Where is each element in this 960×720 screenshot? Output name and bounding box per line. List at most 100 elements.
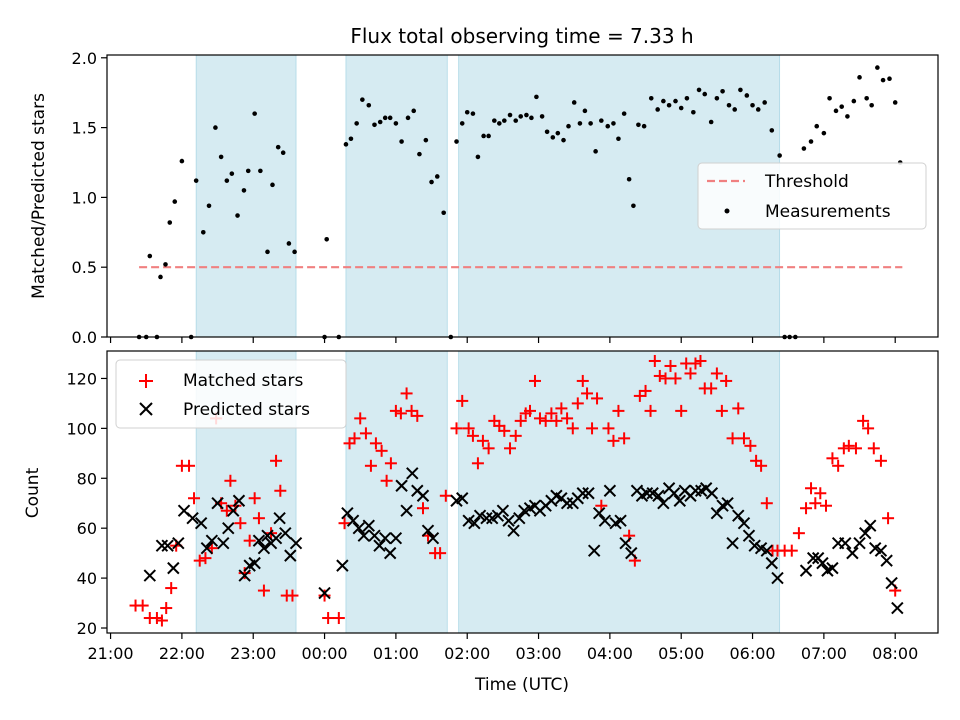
y-tick-label: 1.5 (72, 119, 97, 138)
matched-star-point (482, 442, 495, 455)
predicted-star-point (689, 484, 702, 497)
matched-star-point (394, 407, 407, 420)
predicted-marker-b (406, 467, 419, 480)
observing-window (345, 54, 448, 338)
predicted-marker-b (416, 489, 430, 502)
x-tick-label: 02:00 (444, 644, 490, 663)
predicted-marker-b (205, 534, 219, 547)
matched-star-point (509, 429, 522, 442)
predicted-marker-b (421, 524, 435, 537)
matched-star-point (533, 412, 546, 425)
x-tick-label: 06:00 (729, 644, 775, 663)
predicted-star-point (468, 516, 481, 530)
matched-star-point (826, 452, 839, 465)
predicted-star-point (336, 559, 349, 572)
matched-star-point (338, 517, 351, 530)
count-panel-frame (106, 350, 939, 634)
predicted-star-point (874, 544, 888, 557)
predicted-marker-b (194, 516, 208, 530)
measurement-point (777, 153, 782, 158)
measurement-point (258, 168, 263, 174)
matched-star-point (384, 457, 397, 470)
predicted-marker-b (846, 546, 859, 560)
predicted-star-point (657, 497, 670, 510)
measurement-point (475, 154, 481, 160)
matched-star-point (466, 429, 479, 442)
predicted-star-point (217, 536, 230, 550)
ratio-y-axis: 0.0 0.5 1.0 1.5 2.0 (72, 49, 107, 347)
predicted-star-point (172, 536, 185, 550)
matched-star-point (514, 414, 527, 427)
measurement-point (497, 121, 502, 126)
matched-star-point (809, 497, 822, 510)
measurement-point (673, 98, 678, 104)
matched-star-point (160, 602, 173, 615)
measurement-point (405, 115, 411, 121)
predicted-marker-b (891, 601, 904, 615)
measurement-point (163, 262, 168, 267)
predicted-star-point (576, 487, 589, 500)
matched-star-point (248, 492, 261, 505)
measurement-point (755, 107, 761, 112)
predicted-marker-b (232, 494, 246, 507)
predicted-marker-b (771, 571, 784, 585)
measurement-point (393, 121, 399, 126)
measurement-point (529, 115, 534, 121)
measurement-point (857, 75, 862, 80)
measurement-point (343, 142, 349, 147)
measurement-point (869, 102, 874, 108)
measurement-point (524, 112, 529, 118)
matched-star-point (792, 527, 805, 540)
ratio-y-axis-title: Matched/Predicted stars (29, 93, 49, 299)
measurement-point (481, 133, 486, 139)
measurement-point (179, 158, 185, 164)
measurement-point (172, 199, 178, 204)
measurement-point (387, 115, 393, 121)
matched-star-point (867, 442, 880, 455)
predicted-star-point (625, 546, 638, 560)
predicted-star-point (227, 504, 240, 517)
predicted-star-point (742, 529, 756, 542)
predicted-star-point (765, 556, 779, 570)
predicted-marker-b (227, 504, 240, 517)
predicted-marker-b (614, 514, 627, 527)
matched-star-point (434, 547, 447, 560)
predicted-star-point (582, 487, 595, 500)
predicted-star-point (598, 514, 612, 527)
y-tick-label: 100 (66, 419, 97, 438)
predicted-marker-b (155, 539, 169, 552)
measurement-point (641, 123, 647, 129)
measurement-point (845, 114, 850, 119)
measurement-point (382, 115, 388, 121)
predicted-marker-b (513, 511, 526, 525)
predicted-marker-b (222, 521, 235, 535)
matched-star-point (369, 437, 382, 450)
matched-star-point (504, 442, 517, 455)
matched-star-point (136, 599, 149, 612)
predicted-marker-b (737, 516, 751, 530)
measurement-point (875, 65, 880, 70)
measurement-point (720, 88, 725, 94)
predicted-star-point (421, 524, 435, 537)
measurement-point (360, 97, 365, 102)
measurement-point (696, 87, 702, 93)
predicted-marker-b (874, 544, 888, 557)
predicted-star-point (640, 487, 654, 500)
matched-star-point (618, 432, 631, 445)
measurement-point (621, 111, 627, 116)
predicted-marker-b (462, 514, 475, 527)
predicted-star-point (232, 494, 246, 507)
predicted-marker-b (383, 546, 397, 560)
predicted-marker-b (592, 507, 606, 520)
predicted-star-point (194, 516, 208, 530)
predicted-marker-b (859, 526, 872, 540)
measurement-point (286, 241, 292, 246)
measurement-point (744, 93, 750, 98)
predicted-star-point (885, 576, 898, 590)
predicted-star-point (480, 511, 493, 525)
measurement-point (655, 107, 660, 112)
matched-star-point (322, 612, 335, 625)
predicted-marker-b (346, 514, 360, 527)
predicted-star-point (426, 531, 440, 545)
measurement-point (684, 95, 690, 101)
